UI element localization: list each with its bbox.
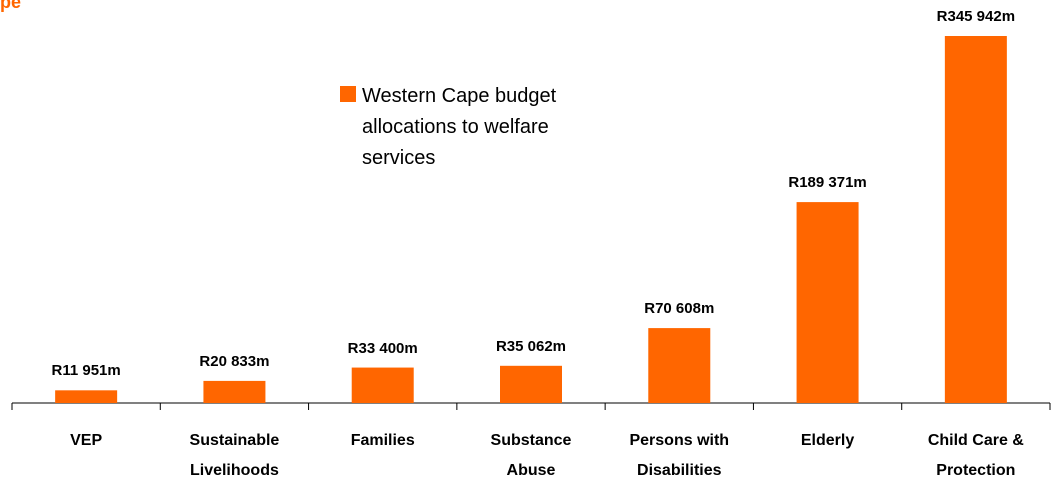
bar [203,380,266,403]
x-tick-label: Elderly [800,432,855,449]
data-label: R33 400m [347,339,418,357]
bar [796,202,859,403]
bar [648,328,711,403]
x-tick-label: VEP [70,432,103,449]
bar [944,36,1007,403]
data-label: R189 371m [788,174,867,192]
bar [500,365,562,403]
data-label: R11 951m [51,362,121,380]
data-label: R35 062m [495,337,567,355]
chart-title: pe [0,0,22,12]
legend: Western Cape budget allocations to welfa… [340,82,582,174]
legend-swatch [340,86,356,102]
data-label: R70 608m [644,300,715,318]
data-label: R345 942m [936,8,1016,25]
bar [55,390,118,403]
x-tick-label: Child Care & Protection [927,432,1024,479]
x-tick-label: Substance Abuse [490,432,572,479]
data-label: R20 833m [199,352,270,370]
x-tick-label: Sustainable Livelihoods [189,432,280,479]
x-tick-label: Persons with Disabilities [629,432,730,479]
legend-label: Western Cape budget allocations to welfa… [362,85,557,169]
x-tick-label: Families [350,432,415,449]
bar [351,367,414,403]
